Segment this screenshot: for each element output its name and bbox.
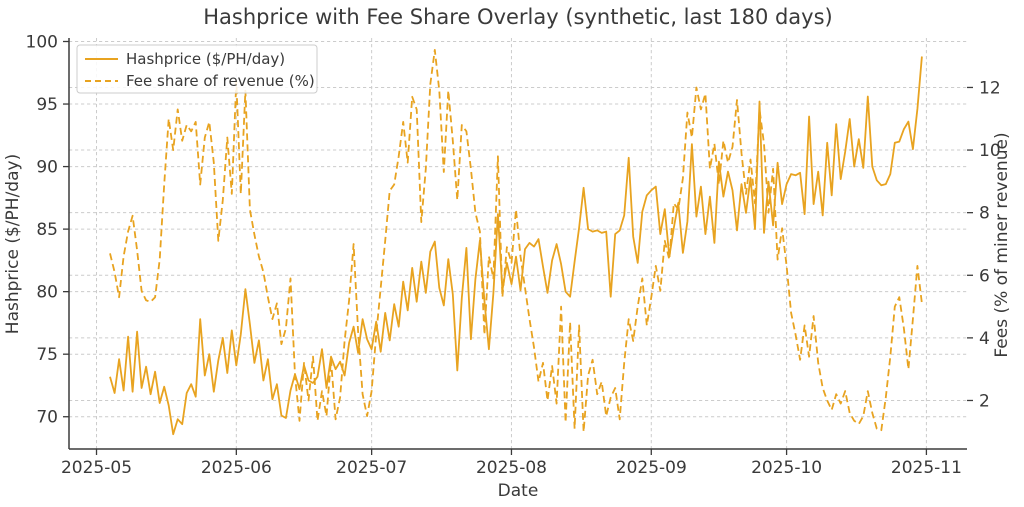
legend-label-feeshare: Fee share of revenue (%) [126, 72, 315, 90]
left-axis-tick-label: 75 [36, 345, 58, 365]
right-axis-tick-label: 6 [979, 266, 990, 286]
x-axis-tick-label: 2025-05 [61, 458, 132, 478]
axis-layer: 70 75 80 85 90 95 100 2 4 6 8 10 12 2025-05 2025-06 202… [26, 33, 1001, 478]
left-axis-tick-label: 70 [36, 408, 58, 428]
x-axis-label: Date [498, 481, 539, 501]
x-axis-tick-label: 2025-11 [891, 458, 962, 478]
right-axis-tick-label: 12 [979, 78, 1001, 98]
series-fee-share [109, 49, 923, 433]
right-axis-tick-label: 8 [979, 204, 990, 224]
grid-layer [69, 38, 967, 449]
right-axis-tick-label: 2 [979, 391, 990, 411]
left-axis-tick-label: 90 [36, 158, 58, 178]
legend-label-hashprice: Hashprice ($/PH/day) [126, 50, 285, 68]
right-y-axis-label: Fees (% of miner revenue) [992, 132, 1012, 357]
series-hashprice [109, 56, 923, 436]
left-axis-tick-label: 85 [36, 220, 58, 240]
left-axis-tick-label: 80 [36, 283, 58, 303]
legend: Hashprice ($/PH/day) Fee share of revenu… [76, 44, 318, 94]
left-axis-tick-label: 100 [26, 33, 58, 53]
legend-frame [76, 44, 318, 94]
x-axis-tick-label: 2025-09 [616, 458, 687, 478]
series-layer [109, 49, 923, 436]
x-axis-tick-label: 2025-08 [476, 458, 547, 478]
chart-title: Hashprice with Fee Share Overlay (synthe… [203, 5, 833, 29]
x-axis-tick-label: 2025-06 [201, 458, 272, 478]
x-axis-tick-label: 2025-07 [336, 458, 407, 478]
left-axis-tick-label: 95 [36, 95, 58, 115]
left-y-axis-label: Hashprice ($/PH/day) [3, 154, 23, 334]
right-axis-tick-label: 4 [979, 329, 990, 349]
right-axis-tick-label: 10 [979, 141, 1001, 161]
x-axis-tick-label: 2025-10 [751, 458, 822, 478]
